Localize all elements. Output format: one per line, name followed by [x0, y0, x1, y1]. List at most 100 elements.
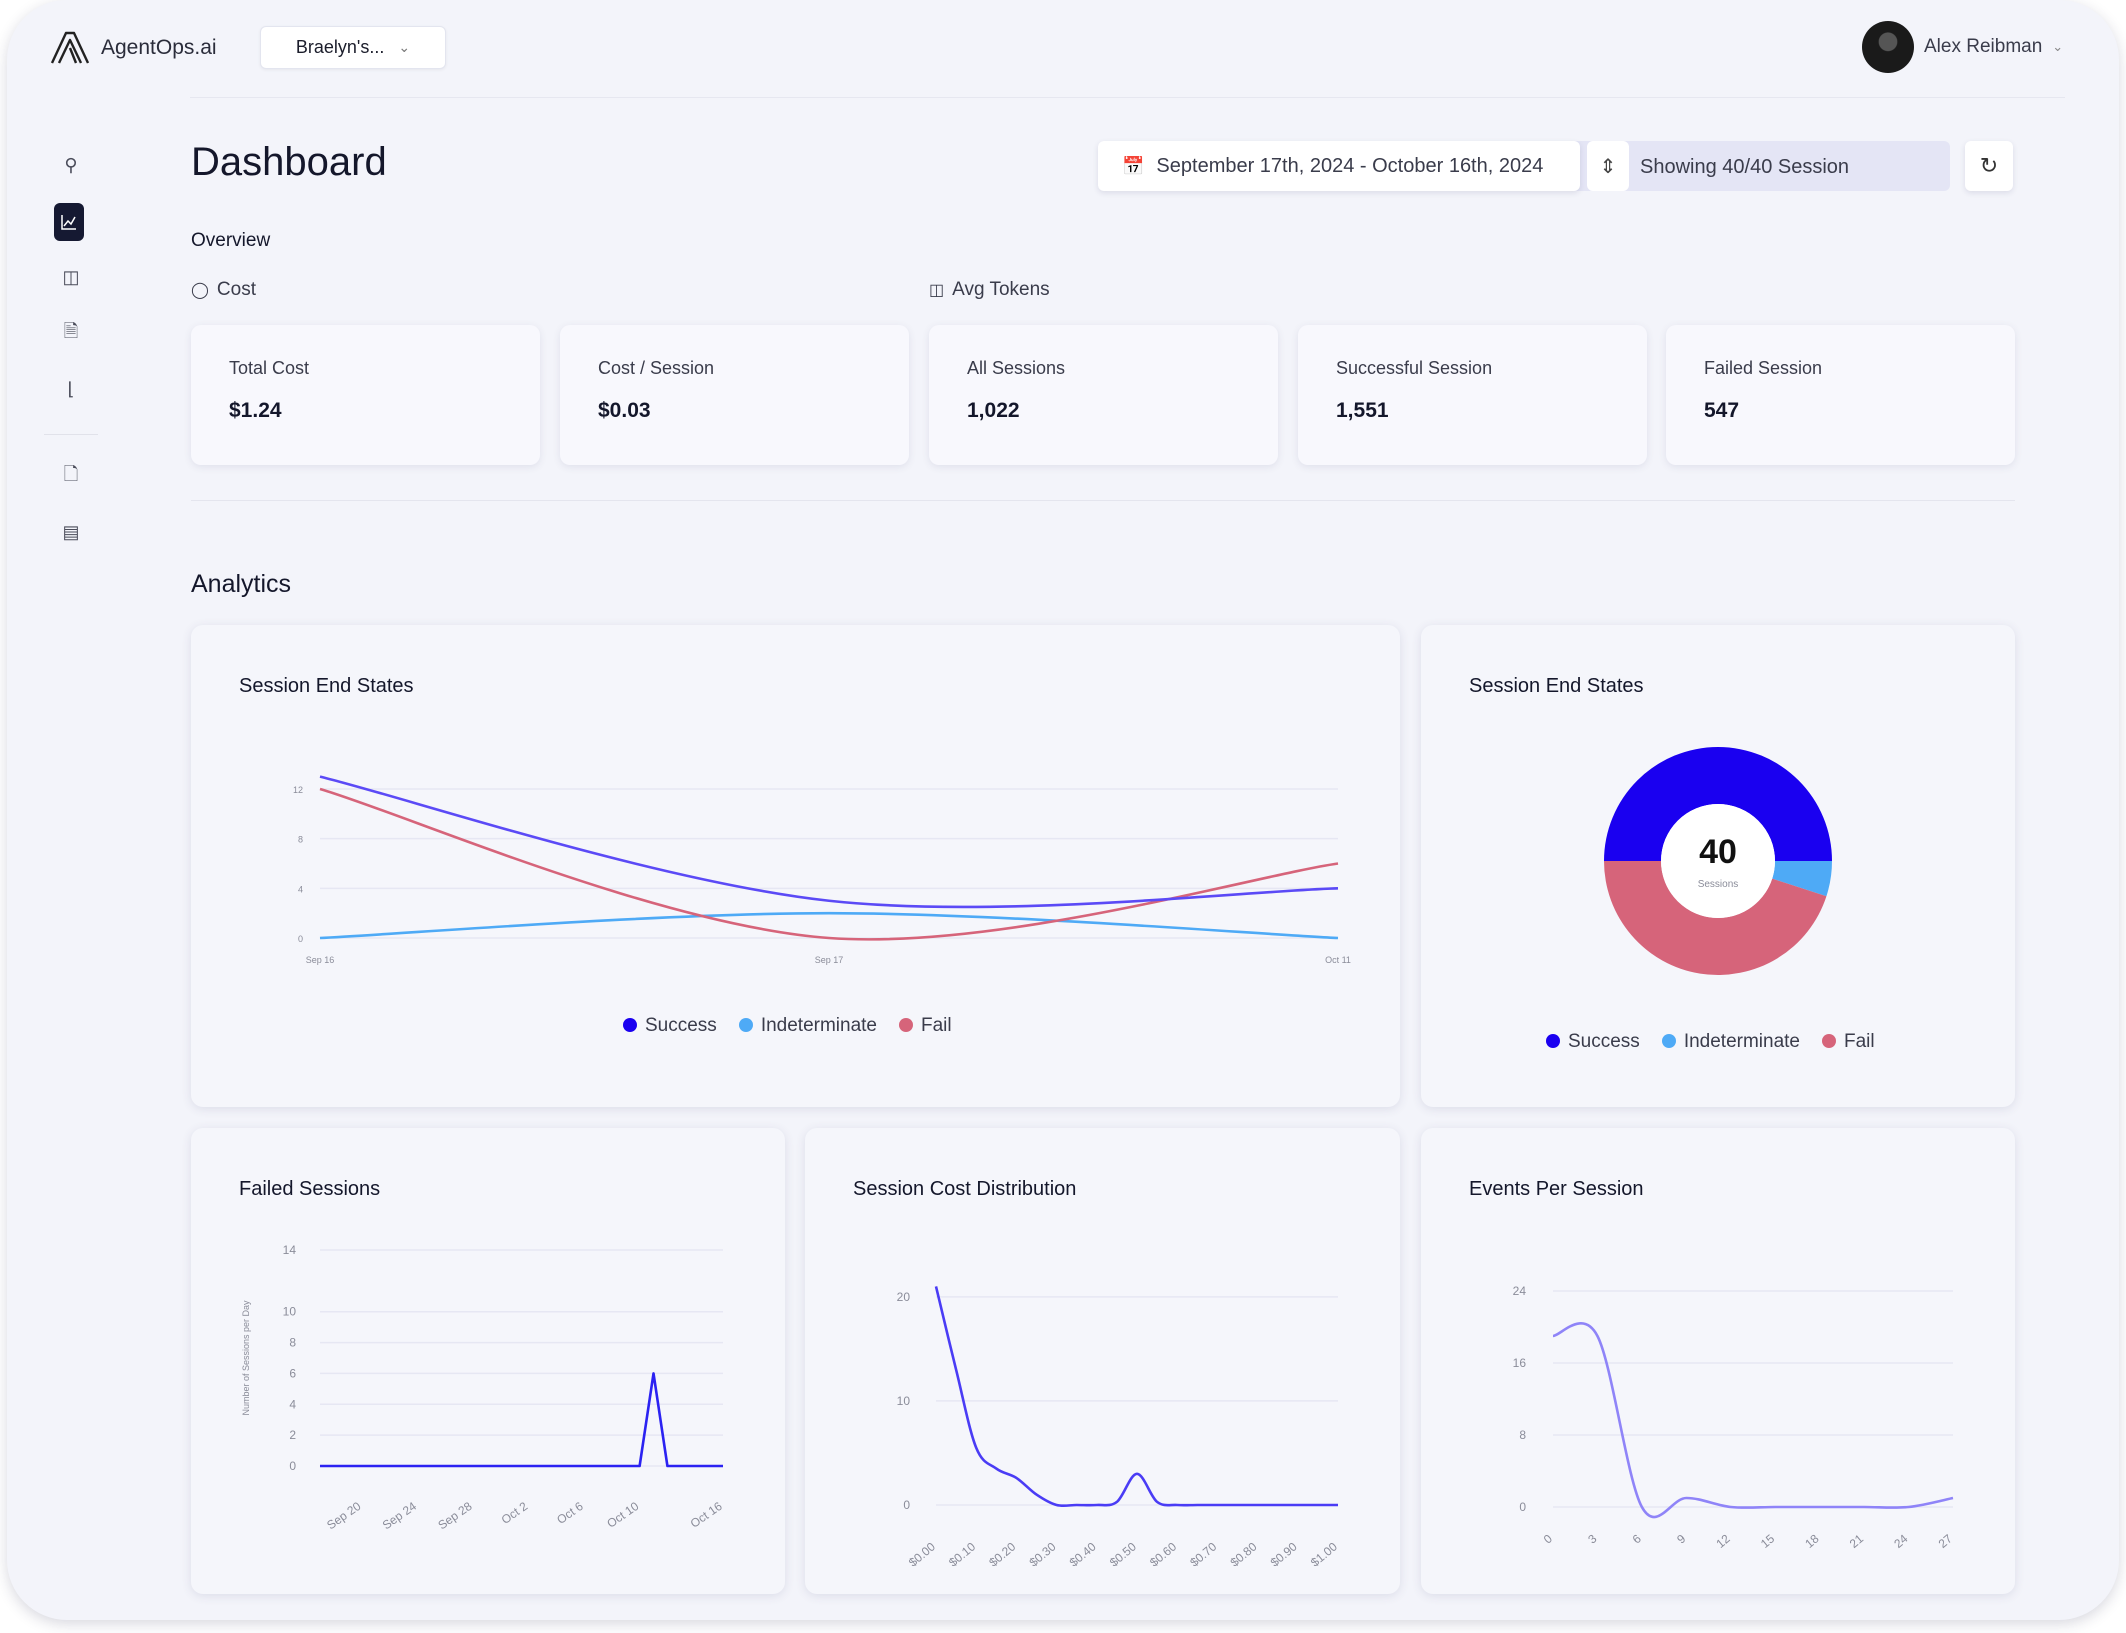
x-tick-label: $0.00: [906, 1539, 938, 1569]
x-tick-label: 27: [1936, 1531, 1955, 1551]
x-tick-label: Sep 16: [306, 955, 335, 965]
legend-item-success[interactable]: Success: [1546, 1031, 1640, 1053]
chart-title: Failed Sessions: [239, 1178, 381, 1200]
y-tick-label: 12: [293, 785, 303, 795]
indeterminate-dot-icon: [1661, 1034, 1676, 1048]
stat-label: Cost / Session: [598, 358, 715, 378]
stat-label: Failed Session: [1704, 358, 1823, 378]
stat-label: All Sessions: [967, 358, 1066, 378]
legend-item-fail[interactable]: Fail: [1822, 1031, 1875, 1053]
user-name: Alex Reibman: [1924, 36, 2043, 57]
y-tick-label: 2: [289, 1428, 296, 1442]
session-end-states-line-card: Session End States 0 4 8 12 Sep 16 Sep 17 Oct …: [191, 625, 1400, 1107]
y-tick-label: 20: [897, 1290, 911, 1304]
donut-slice-indeterminate: [1772, 861, 1832, 897]
stat-card-successful: Successful Session 1,551: [1298, 325, 1647, 465]
x-tick-label: $0.50: [1107, 1539, 1139, 1569]
legend-label: Success: [1568, 1031, 1640, 1052]
brand-name: AgentOps.ai: [101, 36, 217, 59]
x-tick-label: 9: [1674, 1531, 1688, 1546]
y-tick-label: 10: [283, 1305, 297, 1319]
avg-tokens-text: Avg Tokens: [952, 279, 1050, 300]
y-tick-label: 6: [289, 1366, 296, 1380]
legend-item-success[interactable]: Success: [623, 1015, 717, 1037]
bracket-icon: ⌊: [67, 378, 75, 399]
y-tick-label: 0: [289, 1459, 296, 1473]
y-tick-label: 0: [903, 1498, 910, 1512]
x-tick-label: 21: [1847, 1531, 1866, 1551]
y-tick-label: 0: [298, 934, 303, 944]
user-menu[interactable]: Alex Reibman ⌄: [1862, 21, 2063, 73]
sidebar-divider: [44, 434, 98, 435]
date-range-picker[interactable]: 📅 September 17th, 2024 - October 16th, 2…: [1098, 141, 1580, 191]
agentops-logo-icon: [50, 31, 90, 64]
y-tick-label: 14: [283, 1243, 297, 1257]
sidebar-item-files[interactable]: 🗎: [56, 319, 86, 349]
workspace-dropdown[interactable]: Braelyn's... ⌄: [260, 26, 446, 69]
sidebar-item-docs[interactable]: 🗋: [56, 462, 86, 492]
x-tick-label: 0: [1541, 1531, 1555, 1546]
sidebar-item-keys[interactable]: ⚲: [56, 150, 86, 180]
x-tick-label: Sep 20: [324, 1499, 363, 1532]
donut-slice-fail: [1604, 861, 1827, 975]
x-tick-label: Oct 2: [499, 1499, 531, 1527]
stat-card-all-sessions: All Sessions 1,022: [929, 325, 1278, 465]
chart-legend: Success Indeterminate Fail: [1546, 1031, 1875, 1053]
legend-item-indeterminate[interactable]: Indeterminate: [738, 1015, 877, 1037]
series-line-failed: [320, 1372, 723, 1468]
brand-logo[interactable]: AgentOps.ai: [49, 30, 217, 66]
x-tick-label: 6: [1630, 1531, 1644, 1546]
session-cost-distribution-chart: 0 10 20 $0.00 $0.10 $0.20 $0.30 $0.40 $0.50 $0.60…: [897, 1286, 1340, 1570]
x-tick-label: 12: [1713, 1531, 1732, 1551]
analytics-heading: Analytics: [191, 570, 292, 598]
session-end-states-line-chart: 0 4 8 12 Sep 16 Sep 17 Oct 11: [293, 775, 1351, 965]
x-tick-label: Sep 17: [815, 955, 844, 965]
series-line-events: [1552, 1322, 1954, 1519]
y-tick-label: 8: [298, 835, 303, 845]
x-tick-label: 3: [1585, 1531, 1599, 1546]
date-range-text: September 17th, 2024 - October 16th, 202…: [1156, 154, 1544, 177]
chart-title: Session Cost Distribution: [853, 1178, 1077, 1200]
sidebar-item-tickets[interactable]: ▤: [56, 517, 86, 547]
filter-button[interactable]: ⇕: [1587, 141, 1629, 191]
legend-label: Fail: [1844, 1031, 1875, 1052]
stat-value: $0.03: [598, 399, 651, 422]
legend-label: Success: [645, 1015, 717, 1036]
sidebar-item-brackets[interactable]: ⌊: [56, 374, 86, 404]
avatar: [1862, 21, 1914, 73]
y-tick-label: 4: [289, 1397, 296, 1411]
sliders-icon: ⇕: [1599, 155, 1617, 178]
calendar-icon: 📅: [1122, 155, 1145, 176]
chart-title: Events Per Session: [1469, 1178, 1644, 1200]
y-tick-label: 8: [289, 1336, 296, 1350]
cost-label: ◯ Cost: [191, 279, 256, 301]
page-title: Dashboard: [191, 140, 387, 184]
refresh-icon: ↻: [1979, 153, 1999, 178]
inbox-icon: ◫: [62, 266, 80, 287]
x-tick-label: Sep 28: [435, 1499, 474, 1532]
key-icon: ⚲: [64, 154, 78, 175]
stat-card-total-cost: Total Cost $1.24: [191, 325, 540, 465]
sidebar-item-inbox[interactable]: ◫: [56, 262, 86, 292]
coins-icon: ◯: [191, 282, 209, 299]
stat-label: Successful Session: [1336, 358, 1493, 378]
legend-item-indeterminate[interactable]: Indeterminate: [1661, 1031, 1800, 1053]
y-tick-label: 16: [1513, 1356, 1527, 1370]
stat-label: Total Cost: [229, 358, 310, 378]
session-count: Showing 40/40 Session: [1640, 156, 1850, 178]
overview-heading: Overview: [191, 230, 271, 251]
stat-value: 547: [1704, 399, 1740, 422]
donut-center-label: Sessions: [1698, 879, 1739, 890]
refresh-button[interactable]: ↻: [1965, 141, 2013, 191]
x-tick-label: 15: [1758, 1531, 1777, 1551]
workspace-name: Braelyn's...: [295, 37, 385, 57]
y-tick-label: 0: [1519, 1500, 1526, 1514]
stat-value: 1,551: [1336, 399, 1389, 422]
x-tick-label: Sep 24: [380, 1499, 419, 1532]
legend-label: Indeterminate: [1683, 1031, 1800, 1052]
legend-label: Fail: [921, 1015, 952, 1036]
legend-item-fail[interactable]: Fail: [899, 1015, 952, 1037]
x-tick-label: Oct 11: [1325, 955, 1351, 965]
file-icon: 🗎: [63, 321, 79, 341]
sidebar-item-analytics[interactable]: [54, 203, 84, 241]
